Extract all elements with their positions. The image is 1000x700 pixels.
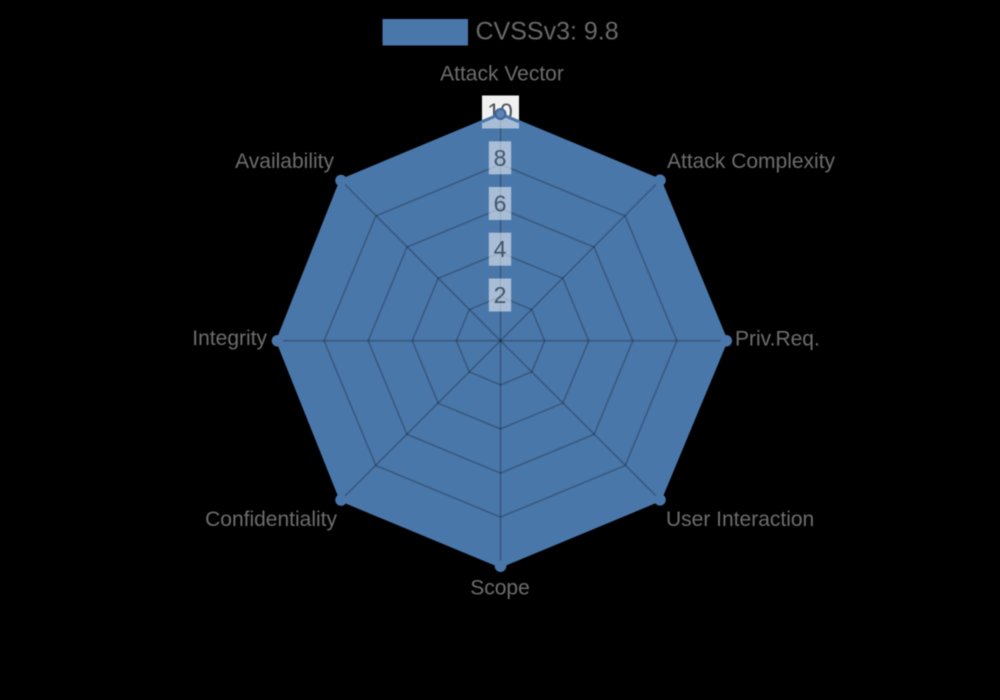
svg-text:Confidentiality: Confidentiality <box>205 508 337 531</box>
svg-text:2: 2 <box>494 282 507 308</box>
svg-text:User Interaction: User Interaction <box>666 508 814 531</box>
svg-text:Attack Complexity: Attack Complexity <box>667 150 836 173</box>
svg-text:Priv.Req.: Priv.Req. <box>735 328 820 351</box>
svg-text:Scope: Scope <box>470 577 530 600</box>
svg-text:Integrity: Integrity <box>192 327 267 350</box>
svg-text:CVSSv3: 9.8: CVSSv3: 9.8 <box>476 18 619 46</box>
svg-text:4: 4 <box>494 236 507 262</box>
svg-text:Attack Vector: Attack Vector <box>440 63 564 86</box>
svg-text:Availability: Availability <box>235 150 334 173</box>
svg-text:6: 6 <box>494 191 507 217</box>
svg-text:8: 8 <box>494 145 507 171</box>
